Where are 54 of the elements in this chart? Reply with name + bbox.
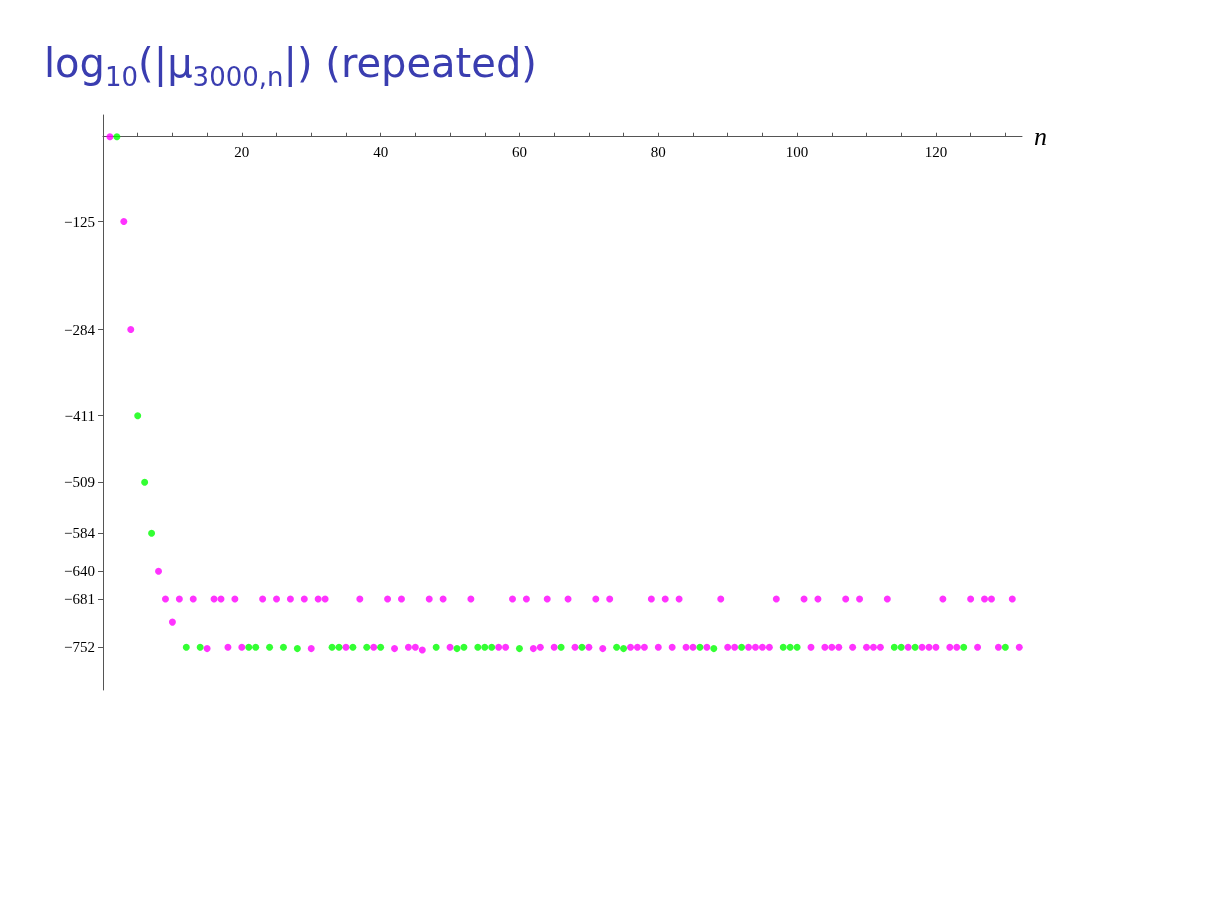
point [515,645,523,653]
point [377,643,385,651]
point [557,643,565,651]
point [793,643,801,651]
point [134,412,142,420]
point [196,643,204,651]
point [620,645,628,653]
point [335,643,343,651]
point [779,643,787,651]
point [710,645,718,653]
point [1001,643,1009,651]
point [141,478,149,486]
point [293,645,301,653]
point [113,133,121,141]
x-axis-title: n [1034,122,1047,152]
point [786,643,794,651]
point [890,643,898,651]
x-tick-label: 40 [373,144,389,161]
y-tick-label: −584 [64,525,96,542]
point [897,643,905,651]
x-tick-label: 120 [924,144,948,161]
point [474,643,482,651]
y-tick-label: −681 [64,591,95,608]
point [252,643,260,651]
point [460,643,468,651]
point [738,643,746,651]
point [960,643,968,651]
x-tick-label: 20 [234,144,250,161]
y-tick-label: −284 [64,321,96,338]
y-tick-label: −752 [64,639,95,656]
point [349,643,357,651]
point [245,643,253,651]
y-tick-label: −411 [64,407,95,424]
y-tick-label: −125 [64,213,95,230]
point [911,643,919,651]
point [363,643,371,651]
point [432,643,440,651]
point [488,643,496,651]
point [696,643,704,651]
point [481,643,489,651]
point [279,643,287,651]
point [148,529,156,537]
point [613,643,621,651]
point [328,643,336,651]
x-tick-label: 80 [650,144,666,161]
y-tick-label: −640 [64,563,95,580]
point [182,643,190,651]
x-tick-label: 100 [785,144,809,161]
point [453,645,461,653]
point [266,643,274,651]
y-tick-label: −509 [64,474,95,491]
chart-title: log$_{10}$(|μ$_{3000,n}$|) (repeated) [44,40,537,92]
point [578,643,586,651]
x-tick-label: 60 [511,144,527,161]
